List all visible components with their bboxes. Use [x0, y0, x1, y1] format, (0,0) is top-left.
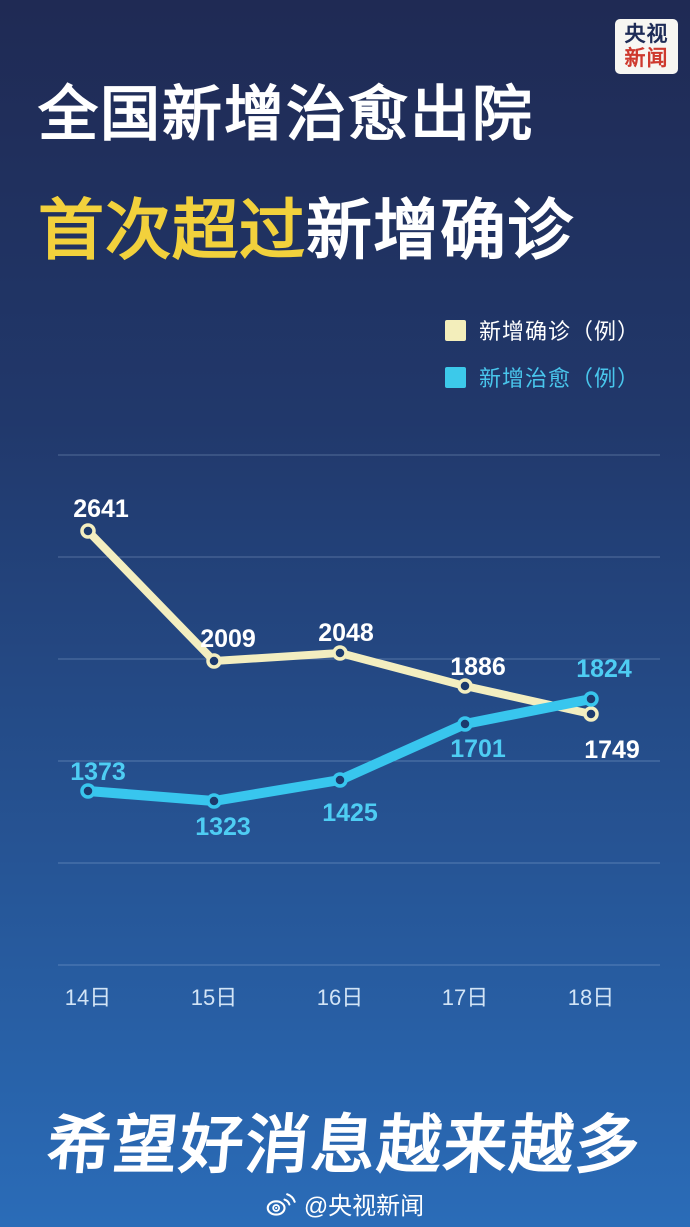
data-point-marker [332, 645, 348, 661]
footer: @央视新闻 [0, 1186, 690, 1221]
data-label: 1886 [450, 653, 506, 681]
data-label: 1824 [576, 655, 632, 683]
data-point-marker [80, 783, 96, 799]
data-label: 2048 [318, 619, 374, 647]
page-title: 全国新增治愈出院 首次超过新增确诊 [38, 66, 574, 273]
data-label: 1749 [584, 736, 640, 764]
x-axis-label: 16日 [317, 985, 363, 1010]
chart-legend: 新增确诊（例） 新增治愈（例） [444, 314, 640, 393]
logo-line1: 央视 [624, 23, 669, 47]
x-axis-label: 15日 [191, 985, 237, 1010]
cured-swatch-icon [444, 366, 466, 388]
x-axis-label: 17日 [442, 985, 488, 1010]
data-point-marker [80, 523, 96, 539]
cctv-news-logo: 央视 新闻 [615, 19, 678, 74]
data-label: 1323 [195, 813, 251, 841]
footer-handle: @央视新闻 [303, 1193, 425, 1220]
x-axis-label: 14日 [65, 985, 111, 1010]
data-label: 2641 [73, 495, 129, 523]
x-axis-label: 18日 [568, 985, 614, 1010]
title-rest: 新增确诊 [306, 193, 574, 267]
data-point-marker [457, 678, 473, 694]
weibo-icon [266, 1192, 296, 1216]
legend-label-confirmed: 新增确诊（例） [478, 319, 640, 344]
title-line2: 首次超过新增确诊 [38, 177, 574, 273]
data-label: 2009 [200, 625, 256, 653]
title-line1: 全国新增治愈出院 [38, 81, 534, 148]
slogan-text: 希望好消息越来越多 [44, 1109, 645, 1181]
logo-line2: 新闻 [624, 46, 669, 70]
legend-label-cured: 新增治愈（例） [478, 366, 640, 391]
data-point-marker [206, 653, 222, 669]
legend-item-confirmed: 新增确诊（例） [444, 314, 640, 346]
data-point-marker [206, 793, 222, 809]
data-label: 1701 [450, 735, 506, 763]
data-point-marker [583, 691, 599, 707]
data-point-marker [332, 772, 348, 788]
data-point-marker [457, 716, 473, 732]
data-label: 1425 [322, 799, 378, 827]
data-point-marker [583, 706, 599, 722]
title-highlight: 首次超过 [38, 193, 306, 267]
confirmed-swatch-icon [444, 319, 466, 341]
legend-item-cured: 新增治愈（例） [444, 361, 640, 393]
data-label: 1373 [70, 758, 126, 786]
